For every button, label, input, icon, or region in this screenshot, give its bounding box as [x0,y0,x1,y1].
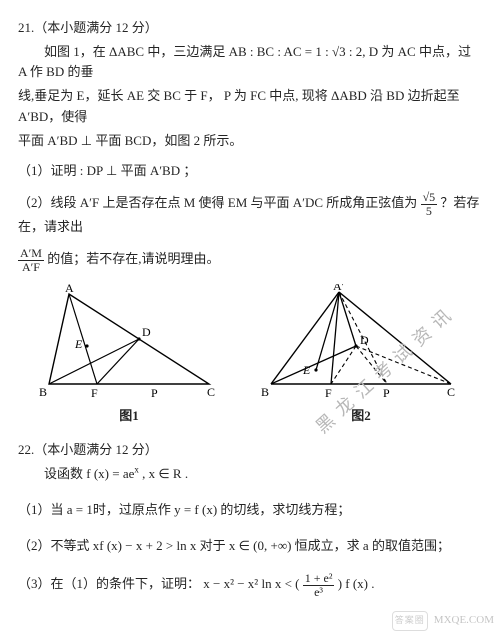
q21-part2-frac-num: √5 [421,191,438,205]
q22-part3: （3）在（1）的条件下，证明： x − x² − x² ln x < ( 1 +… [18,572,482,598]
q21-header: 21.（本小题满分 12 分） [18,18,482,38]
fig2-label-D: D [360,333,369,347]
q21-ratio-den: A′F [18,261,44,274]
footer-watermark: 答案圈 MXQE.COM [392,611,494,631]
q21-part2-pre: （2）线段 A′F 上是否存在点 M 使得 EM 与平面 A′DC 所成角正弦值… [18,195,421,210]
fig2-label-Aprime: A′ [333,284,345,293]
q21-part2-frac-den: 5 [421,205,438,218]
fig2-label-P: P [383,386,390,400]
q21-para-1: 如图 1，在 ΔABC 中，三边满足 AB : BC : AC = 1 : √3… [18,42,482,82]
q21-para-3: 平面 A′BD ⊥ 平面 BCD，如图 2 所示。 [18,131,482,151]
fig1-label-D: D [142,325,151,339]
figures-row: A B C D E F P 图1 [18,284,482,426]
fig2-label-E: E [302,363,311,377]
fig1-label-P: P [151,386,158,400]
fig2-label-B: B [261,385,269,399]
fig2-label-C: C [447,385,455,399]
q21-ratio-fraction: A′M A′F [18,247,44,273]
q22-part3-fraction: 1 + e² e³ [303,572,335,598]
q22-setup-post: , x ∈ R . [139,466,188,481]
q22-part3-post: ) f (x) . [338,576,375,591]
fig1-label-A: A [65,284,74,295]
footer-badge: 答案圈 [392,611,428,631]
figure-1-caption: 图1 [39,406,219,426]
q21-part2-line2: A′M A′F 的值；若不存在,请说明理由。 [18,247,482,273]
figure-2: A′ B C D E F P 图2 [261,284,461,426]
figure-1: A B C D E F P 图1 [39,284,219,426]
q21-part2-fraction: √5 5 [421,191,438,217]
q22-setup: 设函数 f (x) = aex , x ∈ R . [18,464,482,484]
footer-site: MXQE.COM [434,612,494,629]
q21-part1: （1）证明 : DP ⊥ 平面 A′BD ； [18,161,482,181]
fig1-label-F: F [91,386,98,400]
figure-2-caption: 图2 [261,406,461,426]
q22-part3-pre: （3）在（1）的条件下，证明： x − x² − x² ln x < ( [18,576,303,591]
fig1-label-C: C [207,385,215,399]
fig2-label-F: F [325,386,332,400]
q22-part3-frac-num: 1 + e² [303,572,335,586]
q21-part2-tail: 的值；若不存在,请说明理由。 [47,251,219,266]
q21-part2-line1: （2）线段 A′F 上是否存在点 M 使得 EM 与平面 A′DC 所成角正弦值… [18,191,482,237]
q22-part2: （2）不等式 xf (x) − x + 2 > ln x 对于 x ∈ (0, … [18,536,482,556]
q22-header: 22.（本小题满分 12 分） [18,440,482,460]
q21-para-2: 线,垂足为 E，延长 AE 交 BC 于 F， P 为 FC 中点, 现将 ΔA… [18,86,482,126]
fig1-label-B: B [39,385,47,399]
q22-part3-frac-den: e³ [303,586,335,599]
q22-setup-pre: 设函数 f (x) = ae [44,466,134,481]
q22-part1: （1）当 a = 1时，过原点作 y = f (x) 的切线，求切线方程； [18,500,482,520]
q21-ratio-num: A′M [18,247,44,261]
fig1-label-E: E [74,337,83,351]
